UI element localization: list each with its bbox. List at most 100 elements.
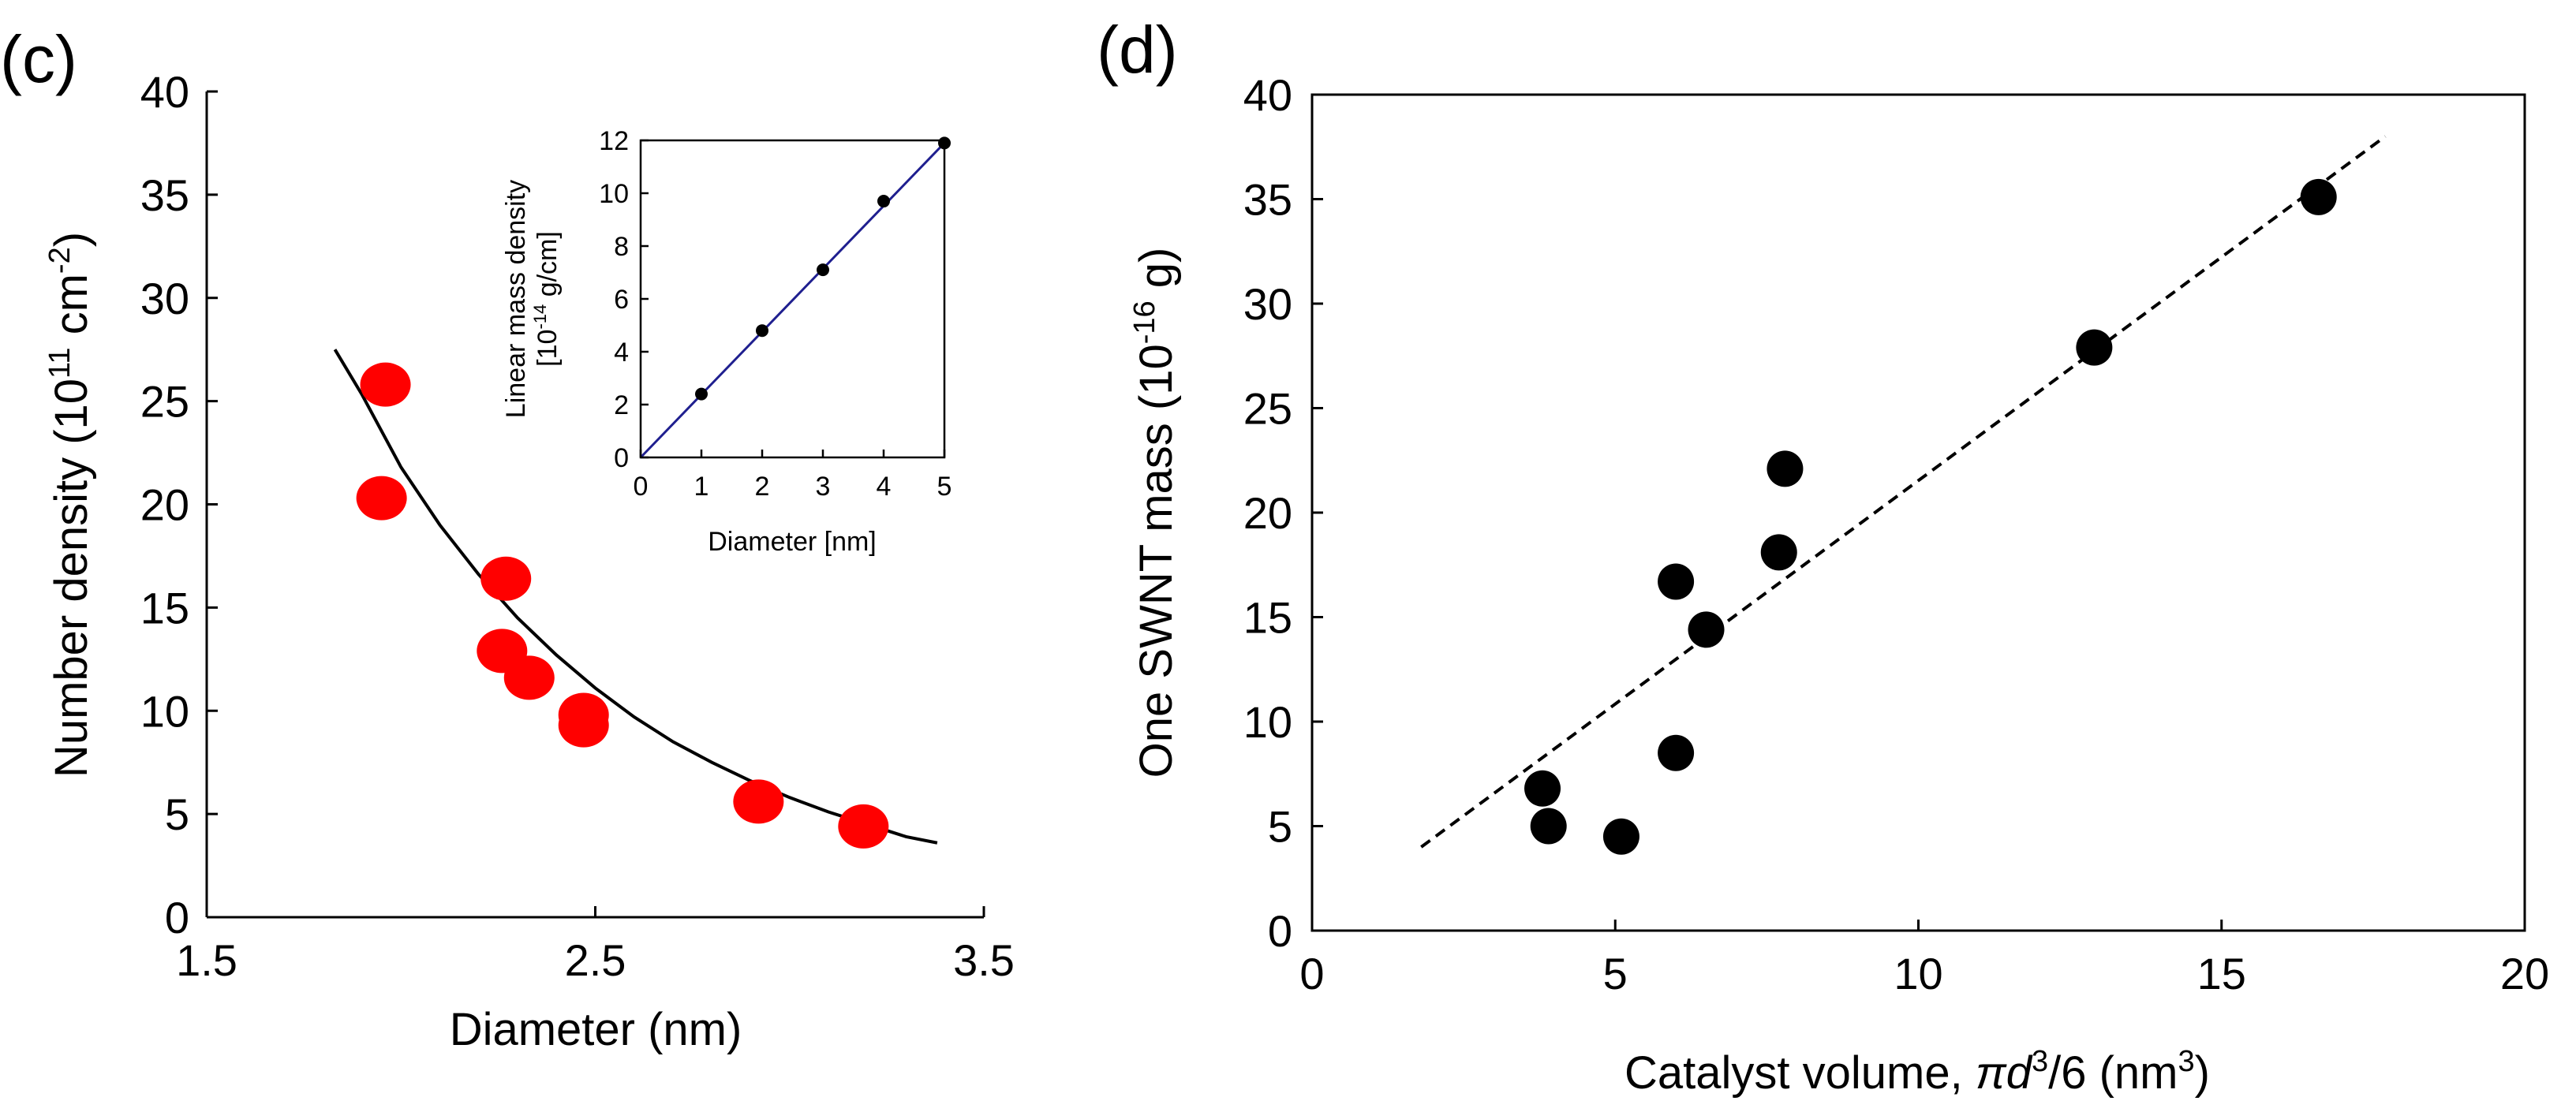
panel-d-y-tick-label-8: 40	[1243, 70, 1292, 120]
inset-x-tick-label-4: 4	[877, 472, 892, 502]
panel-d-point-7	[1767, 450, 1804, 487]
panel-d-points	[1524, 178, 2337, 855]
panel-c-point-8	[838, 804, 889, 849]
inset-x-axis-label: Diameter [nm]	[708, 527, 877, 557]
panel-d-x-tick-label-4: 20	[2500, 949, 2549, 998]
panel-c-points	[356, 362, 889, 849]
d-xlabel-d: d	[2006, 1047, 2033, 1099]
panel-c-x-tick-label-2: 3.5	[953, 935, 1015, 985]
panel-d-y-tick-label-4: 20	[1243, 488, 1292, 538]
inset-y-tick-label-0: 0	[614, 443, 629, 473]
panel-c-y-tick-label-0: 0	[165, 893, 189, 942]
panel-c-y-tick-label-1: 5	[165, 789, 189, 839]
inset-ylabel-b: g/cm]	[533, 231, 563, 304]
d-xlabel-a: Catalyst volume,	[1624, 1047, 1976, 1099]
panel-c-point-2	[480, 556, 532, 601]
panel-d-y-tick-label-2: 10	[1243, 697, 1292, 747]
panel-c-y-tick-label-3: 15	[140, 583, 189, 632]
panel-c-y-axis-label: Number density (1011 cm-2)	[43, 232, 97, 778]
inset-x-tick-label-1: 1	[694, 472, 709, 502]
panel-d-y-tick-label-5: 25	[1243, 384, 1292, 434]
c-ylabel-sup1: 11	[43, 347, 77, 378]
panel-c-x-axis-label: Diameter (nm)	[450, 1004, 742, 1055]
panel-c-y-tick-label-7: 35	[140, 170, 189, 220]
panel-d-label: (d)	[1097, 13, 1178, 87]
panel-d-point-8	[2076, 329, 2113, 366]
d-xlabel-sup: 3	[2032, 1045, 2048, 1078]
c-ylabel-main: Number density (10	[46, 379, 97, 778]
panel-d-x-tick-label-3: 15	[2197, 949, 2246, 998]
panel-c-y-tick-label-2: 10	[140, 686, 189, 736]
panel-c-point-4	[503, 655, 555, 700]
panel-d-fit-line-path	[1420, 135, 2387, 849]
inset-ylabel-sup: -14	[530, 304, 550, 330]
d-ylabel-b: g)	[1131, 248, 1182, 301]
panel-d-fit-line	[1420, 135, 2387, 849]
inset-y-tick-label-1: 2	[614, 390, 629, 420]
panel-c-y-ticks: 0 5 10 15 20 25 30 35 40	[140, 67, 218, 942]
inset-y-tick-label-2: 4	[614, 338, 629, 368]
inset-y-tick-label-6: 12	[599, 126, 629, 156]
panel-d-x-tick-label-0: 0	[1299, 949, 1324, 998]
inset-point-2	[817, 263, 829, 277]
panel-d-y-tick-label-7: 35	[1243, 175, 1292, 225]
panel-d-chart: (d) 0 5 10 15 20 25 30 35 40 0 5 10 15 20 Catalyst v…	[1097, 13, 2549, 1099]
inset-ylabel-a: [10	[533, 330, 563, 367]
panel-c-fit-curve-line	[333, 349, 938, 845]
panel-d-y-ticks: 0 5 10 15 20 25 30 35 40	[1243, 70, 1323, 956]
panel-d-x-axis-label: Catalyst volume, πd3/6 (nm3)	[1624, 1045, 2210, 1099]
panel-d-y-tick-label-6: 30	[1243, 279, 1292, 329]
panel-d-y-tick-label-1: 5	[1268, 802, 1292, 852]
panel-c-y-tick-label-4: 20	[140, 480, 189, 530]
inset-fit-line-path	[639, 142, 946, 459]
inset-point-0	[695, 387, 708, 401]
c-ylabel-sup2: -2	[43, 247, 77, 274]
inset-x-tick-label-0: 0	[634, 472, 649, 502]
inset-point-4	[938, 136, 951, 150]
d-xlabel-b: /6 (nm	[2048, 1047, 2178, 1099]
panel-c-y-tick-label-5: 25	[140, 377, 189, 427]
inset-y-ticks: 0 2 4 6 8 10 12	[599, 126, 649, 473]
d-xlabel-c: )	[2195, 1047, 2210, 1099]
panel-c-y-tick-label-6: 30	[140, 274, 189, 323]
panel-d-point-0	[1524, 770, 1561, 807]
inset-y-tick-label-3: 6	[614, 285, 629, 315]
panel-d-point-9	[2300, 178, 2337, 215]
d-xlabel-pi: π	[1976, 1047, 2007, 1099]
inset-point-1	[756, 324, 768, 338]
inset-x-ticks: 0 1 2 3 4 5	[634, 450, 952, 502]
panel-c-point-1	[356, 476, 407, 521]
panel-d-point-6	[1760, 534, 1797, 571]
panel-c-x-tick-label-1: 2.5	[565, 935, 626, 985]
panel-d-point-2	[1602, 818, 1639, 855]
panel-d-x-tick-label-2: 10	[1894, 949, 1942, 998]
inset-x-tick-label-5: 5	[937, 472, 952, 502]
panel-c-point-0	[360, 362, 411, 407]
panel-d-y-axis-label: One SWNT mass (10-16 g)	[1128, 248, 1182, 778]
panel-d-point-3	[1658, 734, 1695, 771]
inset-y-axis-label-line1: Linear mass density	[501, 180, 531, 418]
inset-y-tick-label-5: 10	[599, 179, 629, 209]
panel-d-y-tick-label-3: 15	[1243, 593, 1292, 643]
panel-c-x-tick-label-0: 1.5	[176, 935, 237, 985]
inset-fit-line	[639, 142, 946, 459]
panel-c-y-tick-label-8: 40	[140, 67, 189, 117]
d-ylabel-sup: -16	[1128, 300, 1161, 344]
panel-c-x-ticks: 1.5 2.5 3.5	[176, 906, 1015, 985]
d-ylabel-a: One SWNT mass (10	[1131, 344, 1182, 778]
inset-point-3	[877, 195, 890, 208]
inset-points	[695, 136, 951, 401]
panel-c-point-6	[558, 703, 609, 748]
panel-d-plot-frame	[1310, 93, 2526, 932]
panel-d-point-5	[1688, 611, 1725, 648]
d-xlabel-sup2: 3	[2178, 1045, 2195, 1078]
panel-c-fit-curve	[333, 349, 938, 845]
inset-y-axis-label-line2: [10-14 g/cm]	[530, 231, 563, 367]
inset-x-tick-label-3: 3	[816, 472, 831, 502]
panel-c-label: (c)	[0, 22, 77, 96]
panel-d-point-1	[1530, 808, 1567, 845]
c-ylabel-close: )	[46, 232, 97, 247]
